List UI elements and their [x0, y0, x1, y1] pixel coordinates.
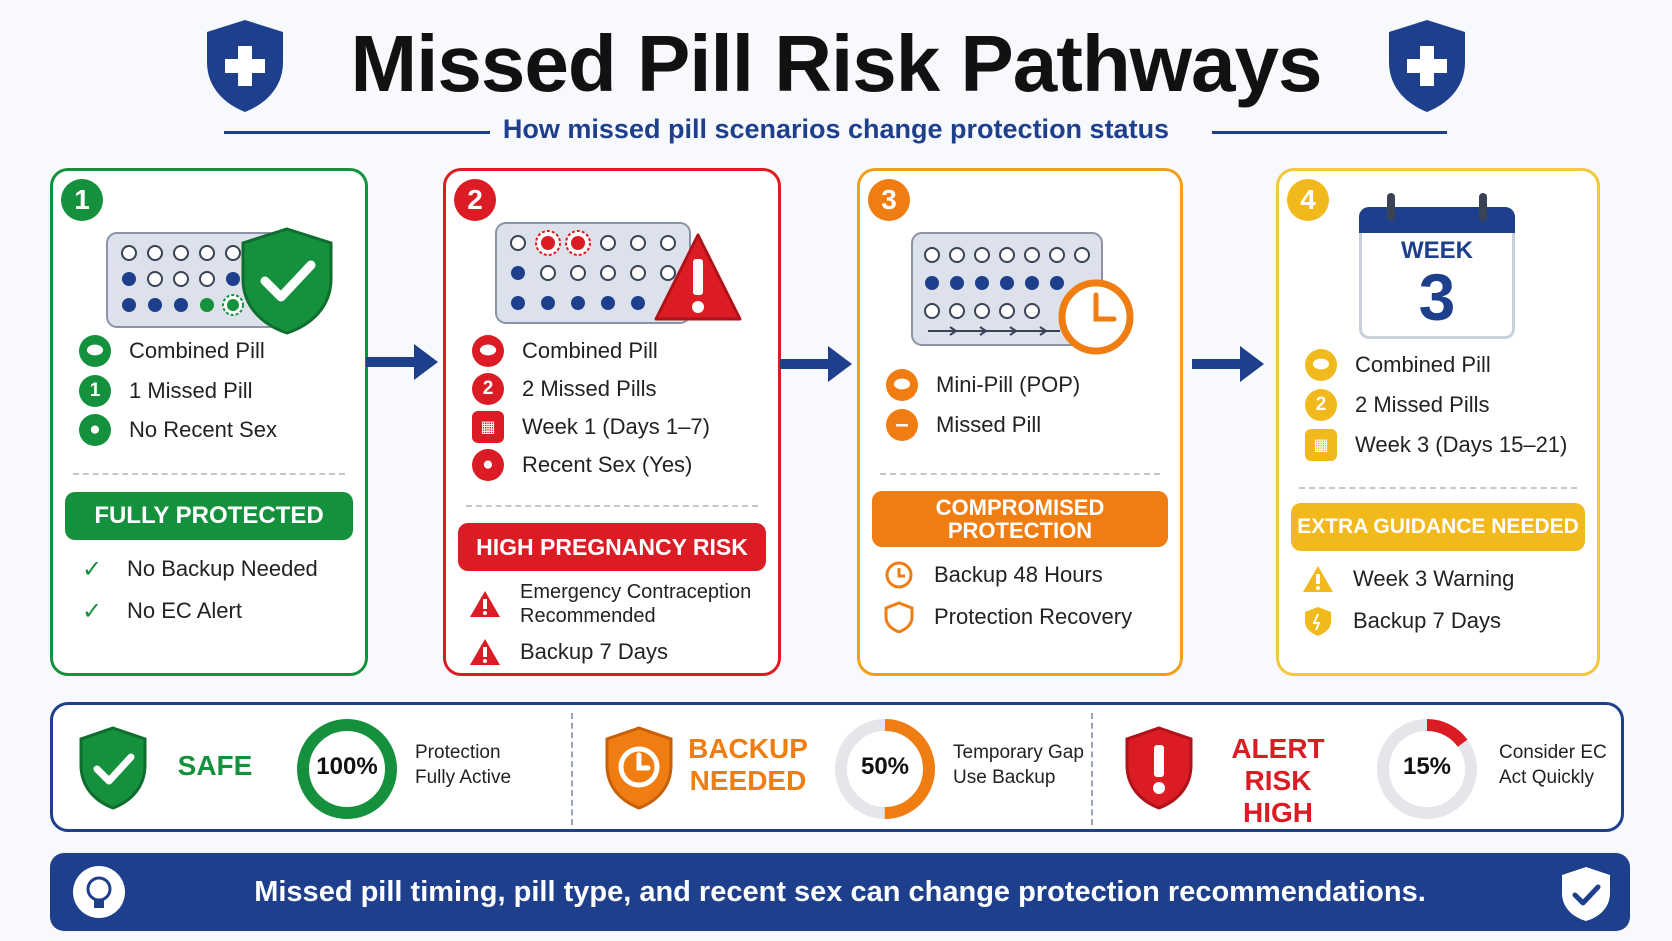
list-item: ✓ No EC Alert	[75, 591, 355, 631]
list-item: ⬬ Combined Pill	[472, 333, 658, 369]
step-number-badge: 4	[1287, 179, 1329, 221]
divider	[1299, 487, 1577, 489]
calendar-icon: ▦	[472, 411, 504, 443]
divider	[571, 713, 573, 825]
list-item: Backup 7 Days	[468, 633, 768, 671]
percent-value: 50%	[860, 753, 910, 780]
list-item: ⬬ Combined Pill	[79, 333, 265, 369]
list-item: ⬬ Combined Pill	[1305, 347, 1491, 383]
arrow-right-icon	[1192, 346, 1264, 382]
lightbulb-icon	[73, 866, 125, 918]
divider	[466, 505, 758, 507]
pill-icon: ⬬	[1305, 349, 1337, 381]
status-banner: HIGH PREGNANCY RISK	[458, 523, 766, 571]
arrow-right-icon	[366, 344, 438, 380]
percent-ring	[835, 719, 935, 819]
status-description: Consider EC Act Quickly	[1499, 742, 1607, 788]
divider	[73, 473, 345, 475]
divider	[880, 473, 1160, 475]
check-shield-icon	[79, 726, 147, 810]
pill-pack-shield-icon	[106, 227, 333, 335]
divider	[1212, 131, 1447, 134]
percent-value: 100%	[316, 753, 378, 780]
pill-pack-clock-icon	[911, 232, 1134, 355]
minus-icon: –	[886, 409, 918, 441]
list-item: ▦ Week 1 (Days 1–7)	[472, 409, 710, 445]
percent-ring	[1377, 719, 1477, 819]
list-item: ⬬ Mini-Pill (POP)	[886, 367, 1080, 403]
percent-ring	[297, 719, 397, 819]
step-number-badge: 3	[868, 179, 910, 221]
number-two-icon: 2	[1305, 389, 1337, 421]
status-label: BACKUP NEEDED	[688, 733, 808, 797]
check-icon: ✓	[81, 555, 103, 583]
step-number-badge: 2	[454, 179, 496, 221]
shield-icon	[884, 601, 914, 633]
footer-banner: Missed pill timing, pill type, and recen…	[50, 853, 1630, 931]
alert-shield-icon	[1125, 726, 1193, 810]
page-title: Missed Pill Risk Pathways	[350, 19, 1323, 108]
list-item: – Missed Pill	[886, 407, 1041, 443]
warning-icon	[1303, 566, 1333, 592]
calendar-icon: ▦	[1305, 429, 1337, 461]
footer-text: Missed pill timing, pill type, and recen…	[254, 875, 1426, 908]
pill-icon: ⬬	[79, 335, 111, 367]
list-item: Backup 7 Days	[1301, 601, 1587, 641]
divider	[1091, 713, 1093, 825]
person-icon: ●	[79, 414, 111, 446]
check-shield-icon	[1562, 867, 1610, 921]
status-summary: SAFE 100% Protection Fully Active BACKUP N…	[50, 702, 1624, 832]
status-label: SAFE	[177, 750, 253, 781]
list-item: Protection Recovery	[882, 597, 1170, 637]
medical-shield-icon	[1389, 20, 1465, 112]
shield-icon	[1305, 607, 1331, 636]
status-description: Temporary Gap Use Backup	[953, 742, 1084, 788]
percent-value: 15%	[1402, 753, 1452, 780]
list-item: ● No Recent Sex	[79, 412, 277, 448]
status-description: Protection Fully Active	[415, 742, 512, 788]
pathway-card-3: 3 ⬬ Mini-Pill (POP) – Missed Pill COMPROMI…	[857, 168, 1183, 676]
status-banner: EXTRA GUIDANCE NEEDED	[1291, 503, 1585, 551]
check-icon: ✓	[81, 597, 103, 625]
pill-icon: ⬬	[472, 335, 504, 367]
step-number-badge: 1	[61, 179, 103, 221]
page-subtitle: How missed pill scenarios change protect…	[502, 114, 1170, 144]
status-banner: COMPROMISED PROTECTION	[872, 491, 1168, 547]
list-item: Backup 48 Hours	[882, 555, 1170, 595]
arrow-right-icon	[780, 346, 852, 382]
list-item: ▦ Week 3 (Days 15–21)	[1305, 427, 1567, 463]
warning-icon	[470, 591, 500, 617]
medical-shield-icon	[207, 20, 283, 112]
status-label: ALERT RISK HIGH	[1231, 733, 1325, 829]
clock-icon	[885, 561, 913, 589]
pill-pack-warning-icon	[495, 222, 742, 324]
number-two-icon: 2	[472, 373, 504, 405]
list-item: ✓ No Backup Needed	[75, 549, 355, 589]
number-one-icon: 1	[79, 375, 111, 407]
clock-shield-icon	[605, 726, 673, 810]
warning-icon	[470, 639, 500, 665]
pill-icon: ⬬	[886, 369, 918, 401]
person-icon: ●	[472, 449, 504, 481]
divider	[224, 131, 490, 134]
calendar-icon: WEEK 3	[1359, 193, 1515, 339]
list-item: ● Recent Sex (Yes)	[472, 447, 692, 483]
list-item: Emergency Contraception Recommended	[468, 577, 768, 631]
status-banner: FULLY PROTECTED	[65, 492, 353, 540]
header: Missed Pill Risk Pathways How missed pil…	[0, 0, 1672, 150]
list-item: Week 3 Warning	[1301, 559, 1587, 599]
